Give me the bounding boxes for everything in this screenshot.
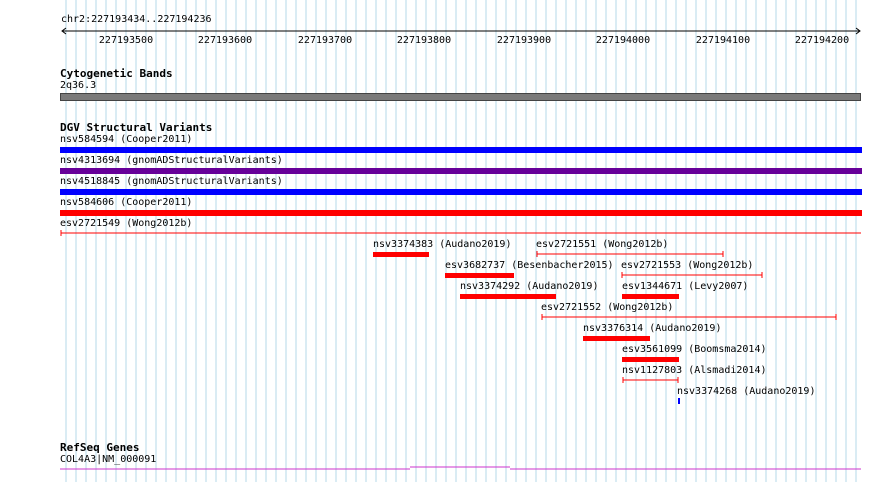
variant-label[interactable]: nsv584606 (Cooper2011) <box>60 197 193 208</box>
ruler-tick-label: 227193900 <box>496 35 552 46</box>
cyto-band-bar[interactable] <box>60 93 861 101</box>
ruler-axis <box>61 27 861 35</box>
variant-bar[interactable] <box>678 398 680 404</box>
variant-bar[interactable] <box>622 357 679 362</box>
ruler-tick-label: 227194000 <box>595 35 651 46</box>
variant-label[interactable]: esv2721553 (Wong2012b) <box>621 260 754 271</box>
variant-label[interactable]: esv2721552 (Wong2012b) <box>541 302 674 313</box>
ruler-tick-label: 227194100 <box>695 35 751 46</box>
variant-bar[interactable] <box>373 252 429 257</box>
variant-line[interactable] <box>0 375 890 385</box>
variant-label[interactable]: nsv3376314 (Audano2019) <box>583 323 722 334</box>
variant-line[interactable] <box>0 312 890 322</box>
ruler-tick-label: 227193700 <box>297 35 353 46</box>
variant-line[interactable] <box>0 228 890 238</box>
dgv-track-title: DGV Structural Variants <box>60 121 213 134</box>
variant-bar[interactable] <box>583 336 650 341</box>
ruler-tick-label: 227193600 <box>197 35 253 46</box>
variant-label[interactable]: nsv4313694 (gnomADStructuralVariants) <box>60 155 283 166</box>
gene-model-line[interactable] <box>0 464 890 472</box>
variant-label[interactable]: nsv1127803 (Alsmadi2014) <box>622 365 767 376</box>
variant-bar[interactable] <box>622 294 679 299</box>
ruler-tick-label: 227194200 <box>794 35 850 46</box>
variant-label[interactable]: nsv3374268 (Audano2019) <box>677 386 816 397</box>
variant-label[interactable]: nsv3374292 (Audano2019) <box>460 281 599 292</box>
variant-line[interactable] <box>0 249 890 259</box>
variant-bar[interactable] <box>60 189 862 195</box>
gene-label[interactable]: COL4A3|NM_000091 <box>60 454 157 465</box>
variant-label[interactable]: esv2721551 (Wong2012b) <box>536 239 669 250</box>
ruler-tick-label: 227193800 <box>396 35 452 46</box>
refseq-track-title: RefSeq Genes <box>60 441 140 454</box>
variant-line[interactable] <box>0 270 890 280</box>
variant-bar[interactable] <box>60 210 862 216</box>
variant-label[interactable]: esv1344671 (Levy2007) <box>622 281 749 292</box>
cyto-track-title: Cytogenetic Bands <box>60 67 173 80</box>
variant-bar[interactable] <box>445 273 514 278</box>
cyto-band-label[interactable]: 2q36.3 <box>60 80 97 91</box>
region-label: chr2:227193434..227194236 <box>61 14 212 25</box>
variant-bar[interactable] <box>60 147 862 153</box>
variant-label[interactable]: esv2721549 (Wong2012b) <box>60 218 193 229</box>
variant-label[interactable]: esv3682737 (Besenbacher2015) <box>445 260 614 271</box>
variant-label[interactable]: nsv584594 (Cooper2011) <box>60 134 193 145</box>
variant-label[interactable]: nsv4518845 (gnomADStructuralVariants) <box>60 176 283 187</box>
variant-bar[interactable] <box>60 168 862 174</box>
ruler-tick-label: 227193500 <box>98 35 154 46</box>
variant-label[interactable]: esv3561099 (Boomsma2014) <box>622 344 767 355</box>
variant-label[interactable]: nsv3374383 (Audano2019) <box>373 239 512 250</box>
variant-bar[interactable] <box>460 294 556 299</box>
